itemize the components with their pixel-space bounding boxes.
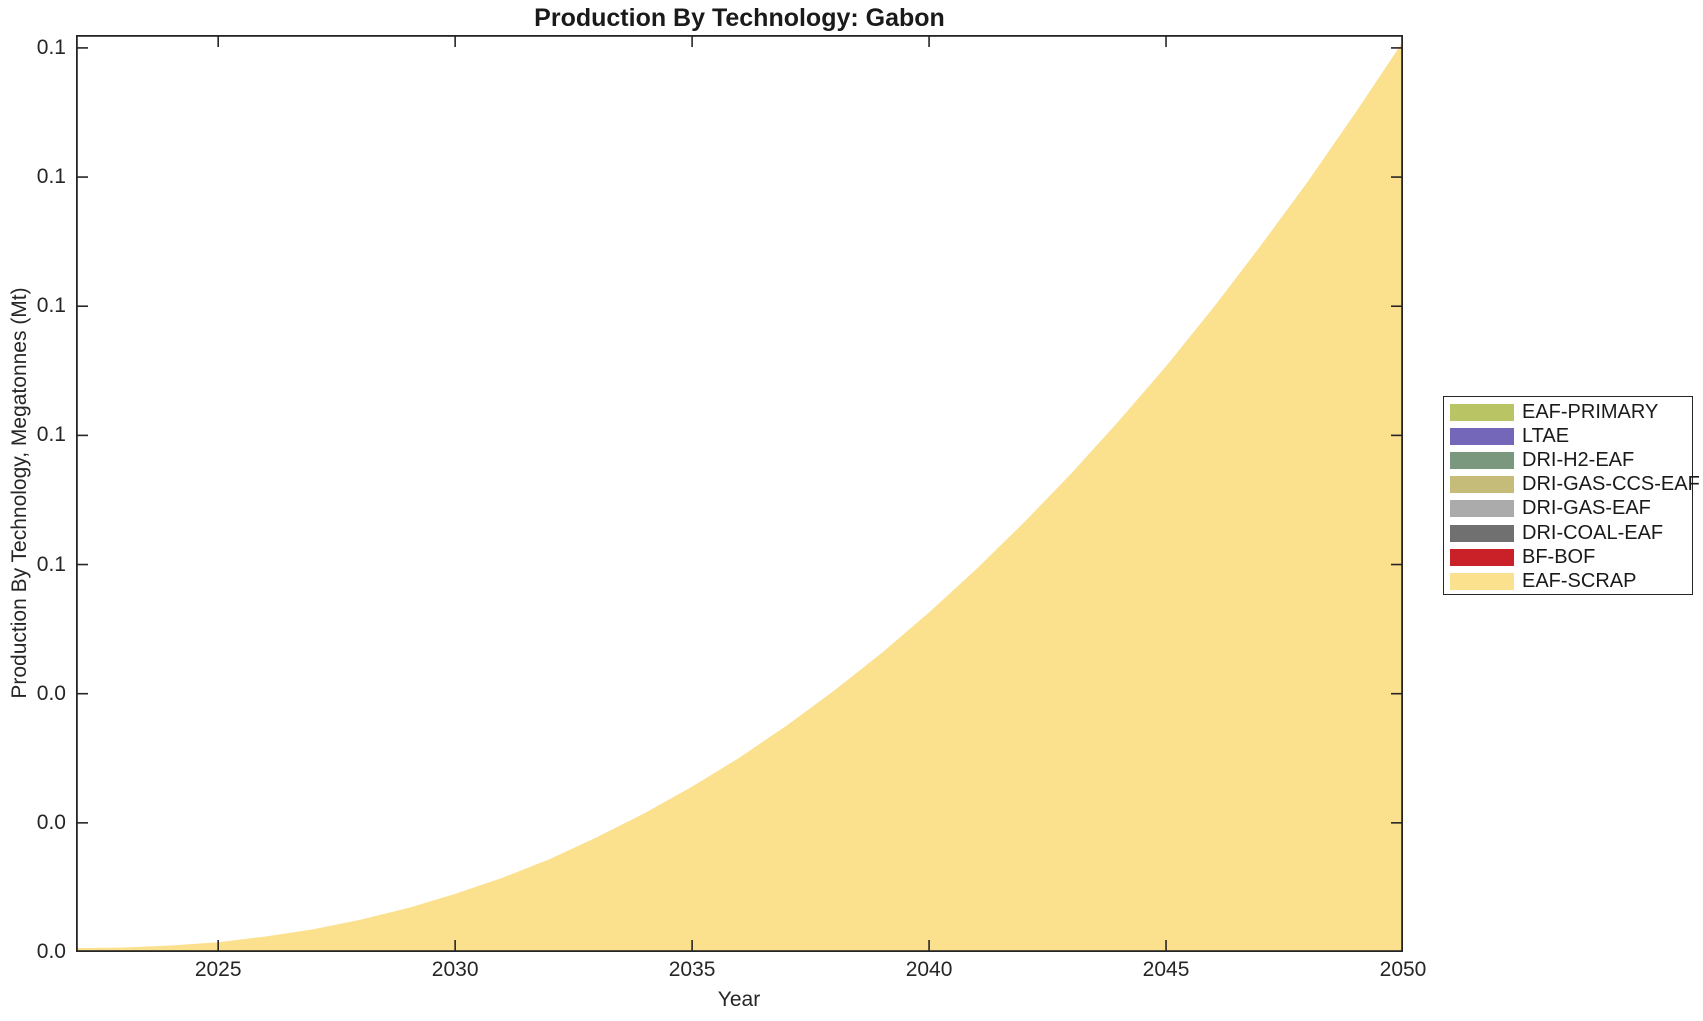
y-tick-label: 0.1 <box>36 35 66 59</box>
x-tick-label: 2045 <box>1142 958 1190 981</box>
legend-item-dri-gas-ccs-eaf: DRI-GAS-CCS-EAF <box>1444 473 1700 497</box>
legend-swatch <box>1450 500 1514 518</box>
legend-label: BF-BOF <box>1522 545 1596 568</box>
legend-item-bf-bof: BF-BOF <box>1444 545 1692 569</box>
legend: EAF-PRIMARY LTAE DRI-H2-EAF DRI-GAS-CCS-EAF… <box>1443 396 1700 595</box>
legend-label: DRI-GAS-CCS-EAF <box>1522 473 1700 496</box>
legend-label: DRI-COAL-EAF <box>1522 521 1664 544</box>
legend-item-dri-gas-eaf: DRI-GAS-EAF <box>1444 497 1692 521</box>
legend-item-ltae: LTAE <box>1444 424 1692 448</box>
legend-item-dri-coal-eaf: DRI-COAL-EAF <box>1444 521 1692 545</box>
legend-label: EAF-PRIMARY <box>1522 400 1659 423</box>
legend-label: LTAE <box>1522 424 1570 447</box>
y-tick-label: 0.1 <box>36 294 66 318</box>
x-tick-label: 2040 <box>905 958 953 981</box>
x-tick-label: 2050 <box>1379 958 1427 981</box>
chart-title: Production By Technology: Gabon <box>534 4 945 32</box>
legend-item-eaf-primary: EAF-PRIMARY <box>1444 400 1692 424</box>
legend-label: EAF-SCRAP <box>1522 569 1637 592</box>
y-tick-label: 0.1 <box>36 423 66 447</box>
y-tick-label: 0.0 <box>36 810 66 834</box>
legend-label: DRI-GAS-EAF <box>1522 497 1651 520</box>
legend-label: DRI-H2-EAF <box>1522 448 1635 471</box>
y-tick-label: 0.0 <box>36 940 66 963</box>
legend-swatch <box>1450 403 1514 421</box>
legend-item-eaf-scrap: EAF-SCRAP <box>1444 569 1692 593</box>
y-axis-label: Production By Technology, Megatonnes (Mt… <box>8 287 31 699</box>
area-eaf-scrap <box>76 41 1403 952</box>
y-tick-label: 0.0 <box>36 681 66 705</box>
legend-swatch <box>1450 572 1514 590</box>
y-tick-label: 0.1 <box>36 165 66 189</box>
axes-box <box>75 34 1403 953</box>
legend-swatch <box>1450 524 1514 542</box>
x-tick-label: 2030 <box>431 958 479 981</box>
legend-item-dri-h2-eaf: DRI-H2-EAF <box>1444 448 1692 472</box>
plot-area <box>75 34 1404 953</box>
x-tick-label: 2035 <box>668 958 716 981</box>
legend-swatch <box>1450 548 1514 566</box>
plot-svg <box>75 34 1404 953</box>
legend-swatch <box>1450 476 1514 494</box>
legend-swatch <box>1450 427 1514 445</box>
x-axis-label: Year <box>717 988 761 1011</box>
x-tick-label: 2025 <box>194 958 242 981</box>
y-tick-label: 0.1 <box>36 552 66 576</box>
legend-swatch <box>1450 451 1514 469</box>
